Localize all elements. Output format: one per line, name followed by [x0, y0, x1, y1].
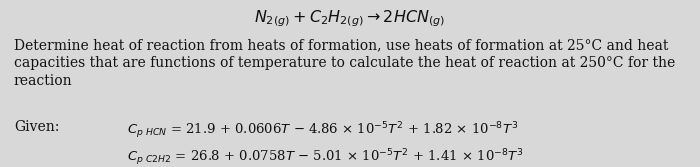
Text: $C_{p\ HCN}$ = 21.9 + 0.0606$T$ $-$ 4.86 $\times$ 10$^{-5}$$T^2$ + 1.82 $\times$: $C_{p\ HCN}$ = 21.9 + 0.0606$T$ $-$ 4.86… [127, 120, 518, 141]
Text: Determine heat of reaction from heats of formation, use heats of formation at 25: Determine heat of reaction from heats of… [14, 39, 675, 88]
Text: Given:: Given: [14, 120, 60, 134]
Text: $C_{p\ C2H2}$ = 26.8 + 0.0758$T$ $-$ 5.01 $\times$ 10$^{-5}$$T^2$ + 1.41 $\times: $C_{p\ C2H2}$ = 26.8 + 0.0758$T$ $-$ 5.0… [127, 148, 524, 167]
Text: $N_{2(g)} + C_2H_{2(g)} \rightarrow 2HCN_{(g)}$: $N_{2(g)} + C_2H_{2(g)} \rightarrow 2HCN… [254, 8, 446, 29]
